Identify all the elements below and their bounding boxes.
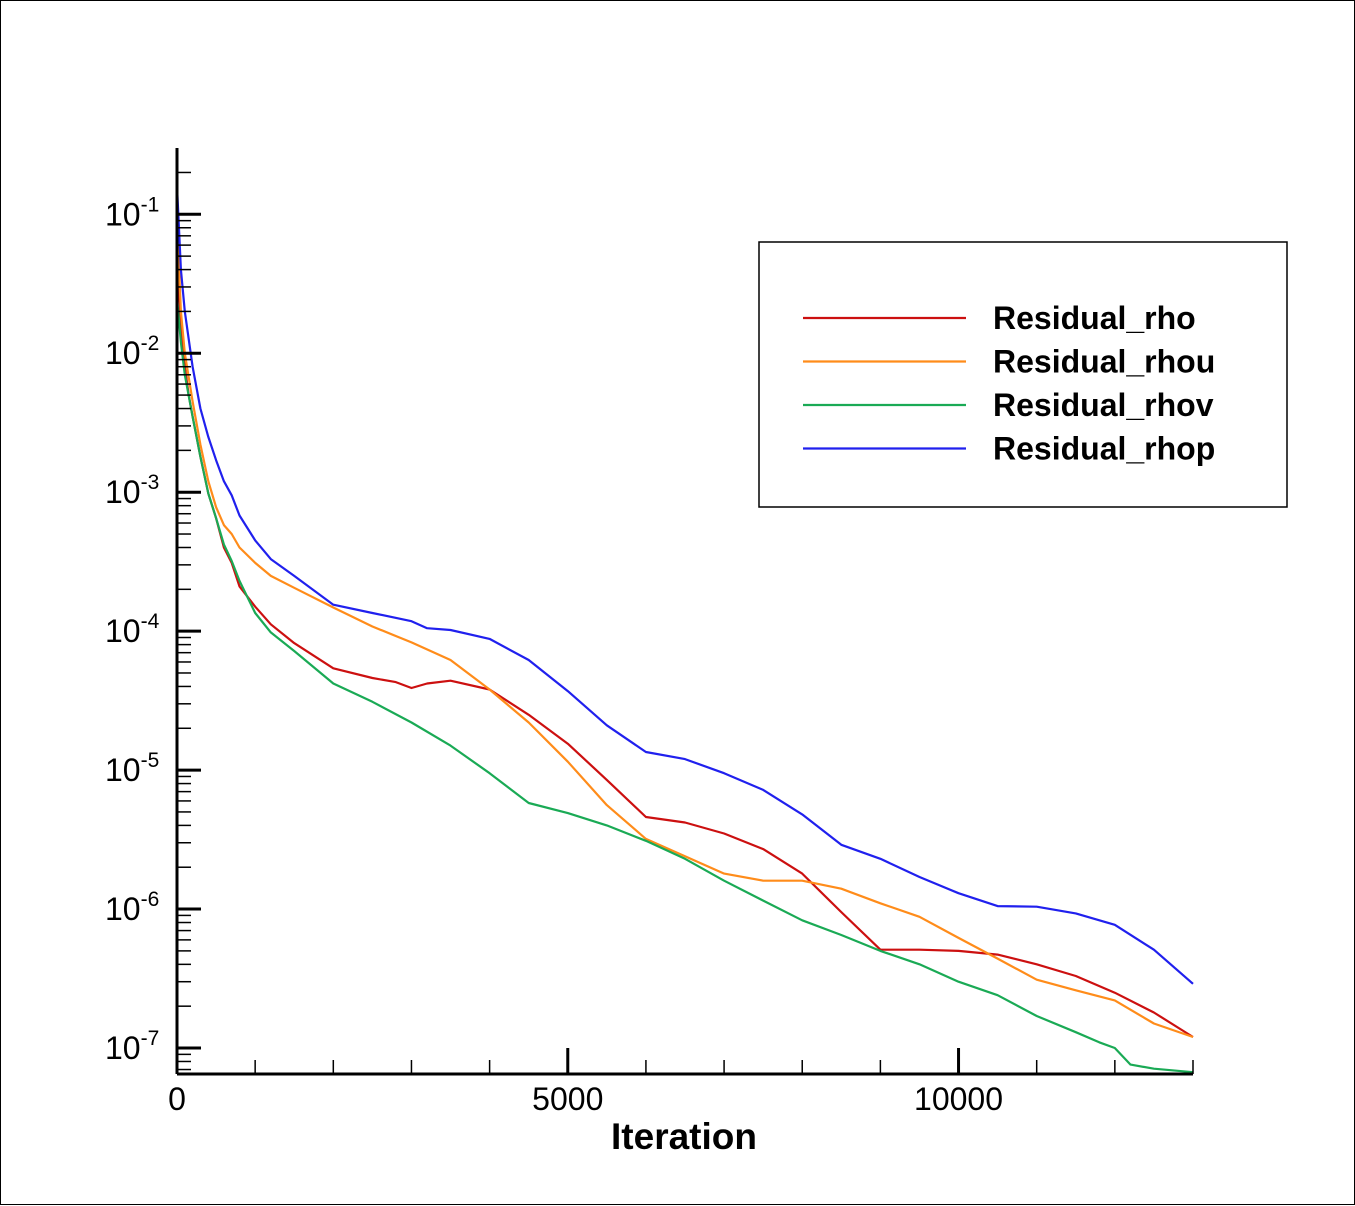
series-line-residual-rhop: [177, 185, 1194, 985]
y-tick-label: 10-7: [105, 1027, 159, 1066]
legend-label: Residual_rho: [993, 300, 1196, 336]
axes-layer: [175, 148, 1194, 1076]
x-tick-label: 0: [168, 1081, 186, 1117]
y-tick-label: 10-2: [105, 332, 159, 371]
legend-box: [758, 241, 1288, 508]
legend-label: Residual_rhop: [993, 431, 1215, 467]
labels-layer: 0 5000 10000 10-1 10-2 10-3 10-4 10-5 10-6 10-7: [105, 193, 1003, 1117]
y-tick-label: 10-4: [105, 610, 160, 649]
y-tick-label: 10-3: [105, 471, 159, 510]
x-tick-label: 5000: [532, 1081, 603, 1117]
legend-item: Residual_rho: [803, 300, 1196, 336]
legend: Residual_rho Residual_rhou Residual_rhov Re…: [758, 241, 1288, 508]
legend-label: Residual_rhou: [993, 344, 1215, 380]
series-layer: [177, 185, 1194, 1074]
y-tick-label: 10-1: [105, 193, 159, 232]
x-tick-label: 10000: [914, 1081, 1003, 1117]
x-axis-title: Iteration: [611, 1116, 757, 1157]
legend-item: Residual_rhop: [803, 431, 1215, 467]
series-line-residual-rhou: [177, 220, 1194, 1039]
series-line-residual-rhov: [177, 297, 1194, 1074]
legend-item: Residual_rhov: [803, 387, 1214, 423]
legend-label: Residual_rhov: [993, 387, 1214, 423]
y-tick-label: 10-6: [105, 888, 159, 927]
legend-item: Residual_rhou: [803, 344, 1215, 380]
legend-items: Residual_rho Residual_rhou Residual_rhov Re…: [803, 300, 1215, 467]
y-tick-label: 10-5: [105, 749, 159, 788]
